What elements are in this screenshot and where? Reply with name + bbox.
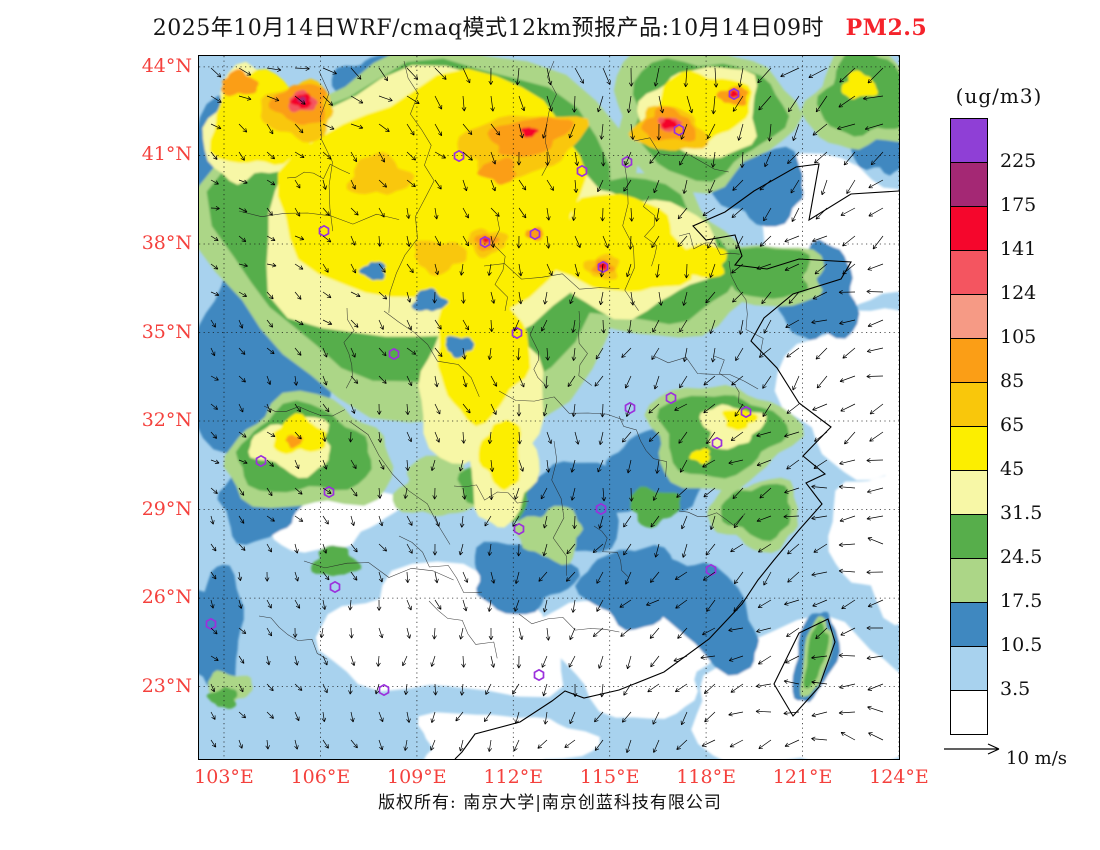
colorbar-tick-label: 45 [1000,458,1025,480]
city-markers [205,87,752,697]
lon-label: 112°E [483,766,544,788]
city-marker-icon [728,87,740,101]
colorbar-tick-label: 65 [1000,414,1025,436]
colorbar-swatch [950,470,988,515]
city-marker-icon [479,235,491,249]
colorbar-swatch [950,558,988,603]
lon-label: 118°E [676,766,736,788]
colorbar-swatch [950,206,988,251]
lat-label: 44°N [141,54,192,77]
colorbar-swatch [950,426,988,471]
colorbar-tick-label: 17.5 [1000,590,1043,612]
colorbar-tick-label: 31.5 [1000,502,1043,524]
city-marker-icon [388,347,400,361]
copyright: 版权所有: 南京大学|南京创蓝科技有限公司 [378,793,722,813]
colorbar-units: (ug/m3) [955,84,1043,108]
city-marker-icon [597,260,609,274]
colorbar-swatch [950,294,988,339]
city-marker-icon [533,668,545,682]
taiwan-coastline [773,618,836,717]
colorbar-swatch [950,602,988,647]
colorbar-swatch [950,690,988,735]
colorbar-swatch [950,338,988,383]
city-marker-icon [529,227,541,241]
colorbar-tick-label: 124 [1000,282,1037,304]
lat-label: 23°N [141,674,192,697]
wind-scale: 10 m/s [942,736,1092,778]
lon-label: 124°E [869,766,929,788]
colorbar-tick-label: 85 [1000,370,1025,392]
lat-label: 38°N [141,231,192,254]
colorbar-swatch [950,250,988,295]
city-marker-icon [665,391,677,405]
wind-scale-label: 10 m/s [1006,748,1067,769]
city-marker-icon [711,436,723,450]
colorbar-tick-label: 225 [1000,150,1037,172]
colorbar-tick-label: 10.5 [1000,634,1043,656]
title-pollutant: PM2.5 [845,15,928,41]
forecast-map [199,56,899,759]
city-marker-icon [740,405,752,419]
lon-label: 121°E [772,766,833,788]
colorbar-tick-label: 3.5 [1000,678,1031,700]
city-marker-icon [595,502,607,516]
city-marker-icon [511,326,523,340]
lon-label: 115°E [579,766,640,788]
colorbar-tick-label: 105 [1000,326,1037,348]
lon-label: 109°E [387,766,447,788]
city-marker-icon [318,224,330,238]
colorbar-swatch [950,514,988,559]
pm25-field [199,56,899,759]
city-marker-icon [329,580,341,594]
colorbar-swatch [950,162,988,207]
colorbar-tick-label: 141 [1000,238,1037,260]
city-marker-icon [255,454,267,468]
lon-label: 106°E [290,766,351,788]
city-marker-icon [621,155,633,169]
city-marker-icon [673,123,685,137]
lat-label: 26°N [141,586,192,609]
lat-label: 35°N [141,320,192,343]
lat-label: 32°N [141,409,192,432]
city-marker-icon [378,683,390,697]
wind-vectors [210,66,884,754]
city-marker-icon [453,149,465,163]
city-marker-icon [576,164,588,178]
colorbar-tick-label: 24.5 [1000,546,1043,568]
coastline [454,163,899,759]
city-marker-icon [205,617,217,631]
page-title: 2025年10月14日WRF/cmaq模式12km预报产品:10月14日09时 … [0,10,1080,42]
city-marker-icon [624,401,636,415]
colorbar-tick-label: 175 [1000,194,1037,216]
title-main: 2025年10月14日WRF/cmaq模式12km预报产品:10月14日09时 [152,16,825,41]
graticule [199,56,899,759]
wind-scale-arrow-icon [944,743,1000,755]
colorbar-swatch [950,118,988,163]
province-borders [238,60,764,660]
map-frame [198,55,900,760]
colorbar-swatch [950,646,988,691]
lat-label: 29°N [141,497,192,520]
lat-label: 41°N [141,143,192,166]
city-marker-icon [513,522,525,536]
colorbar-swatch [950,382,988,427]
lon-label: 103°E [194,766,254,788]
